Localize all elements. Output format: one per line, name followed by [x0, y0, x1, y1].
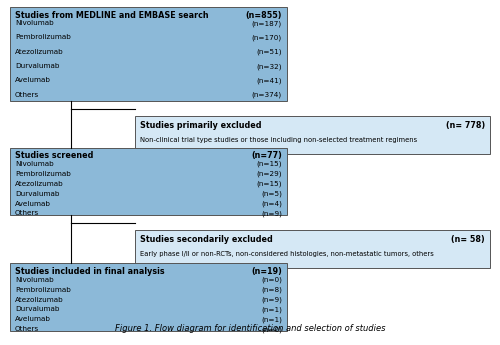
FancyBboxPatch shape [10, 264, 287, 331]
Text: Non-clinical trial type studies or those including non-selected treatment regime: Non-clinical trial type studies or those… [140, 137, 417, 143]
Text: Others: Others [15, 92, 39, 98]
Text: (n=9): (n=9) [261, 297, 282, 303]
Text: (n=4): (n=4) [261, 200, 282, 207]
Text: (n=32): (n=32) [256, 63, 282, 70]
Text: Nivolumab: Nivolumab [15, 277, 54, 283]
Text: Pembrolizumab: Pembrolizumab [15, 171, 70, 177]
Text: (n=29): (n=29) [256, 171, 282, 177]
Text: (n=374): (n=374) [252, 92, 282, 98]
Text: Pembrolizumab: Pembrolizumab [15, 287, 70, 293]
Text: (n=15): (n=15) [256, 181, 282, 187]
Text: Others: Others [15, 326, 39, 332]
Text: (n=15): (n=15) [256, 161, 282, 167]
Text: Studies included in final analysis: Studies included in final analysis [15, 267, 165, 276]
Text: (n=1): (n=1) [261, 306, 282, 313]
Text: (n=170): (n=170) [252, 34, 282, 41]
Text: (n=1): (n=1) [261, 316, 282, 323]
Text: (n=51): (n=51) [256, 49, 282, 55]
Text: (n=0): (n=0) [261, 326, 282, 333]
Text: (n=855): (n=855) [246, 11, 282, 20]
FancyBboxPatch shape [10, 148, 287, 215]
Text: Others: Others [15, 210, 39, 216]
Text: (n=8): (n=8) [261, 287, 282, 293]
Text: Nivolumab: Nivolumab [15, 20, 54, 26]
Text: (n=187): (n=187) [252, 20, 282, 27]
Text: Durvalumab: Durvalumab [15, 63, 60, 69]
Text: (n=9): (n=9) [261, 210, 282, 217]
Text: (n= 778): (n= 778) [446, 121, 485, 130]
Text: Avelumab: Avelumab [15, 200, 51, 207]
FancyBboxPatch shape [135, 230, 490, 268]
Text: (n=41): (n=41) [256, 77, 282, 84]
Text: Early phase I/II or non-RCTs, non-considered histologies, non-metastatic tumors,: Early phase I/II or non-RCTs, non-consid… [140, 251, 434, 257]
Text: (n=0): (n=0) [261, 277, 282, 283]
Text: Nivolumab: Nivolumab [15, 161, 54, 167]
Text: Durvalumab: Durvalumab [15, 190, 60, 197]
Text: Pembrolizumab: Pembrolizumab [15, 34, 70, 40]
Text: Figure 1. Flow diagram for identification and selection of studies: Figure 1. Flow diagram for identificatio… [115, 324, 385, 333]
Text: Durvalumab: Durvalumab [15, 306, 60, 313]
Text: Avelumab: Avelumab [15, 77, 51, 83]
Text: Atezolizumab: Atezolizumab [15, 49, 64, 55]
Text: Studies secondarily excluded: Studies secondarily excluded [140, 235, 272, 244]
Text: Studies primarily excluded: Studies primarily excluded [140, 121, 261, 130]
Text: (n=19): (n=19) [251, 267, 282, 276]
Text: Atezolizumab: Atezolizumab [15, 297, 64, 303]
FancyBboxPatch shape [135, 116, 490, 154]
Text: Atezolizumab: Atezolizumab [15, 181, 64, 187]
Text: Studies from MEDLINE and EMBASE search: Studies from MEDLINE and EMBASE search [15, 11, 208, 20]
Text: (n=77): (n=77) [251, 151, 282, 160]
Text: (n= 58): (n= 58) [452, 235, 485, 244]
FancyBboxPatch shape [10, 7, 287, 101]
Text: (n=5): (n=5) [261, 190, 282, 197]
Text: Studies screened: Studies screened [15, 151, 93, 160]
Text: Avelumab: Avelumab [15, 316, 51, 323]
